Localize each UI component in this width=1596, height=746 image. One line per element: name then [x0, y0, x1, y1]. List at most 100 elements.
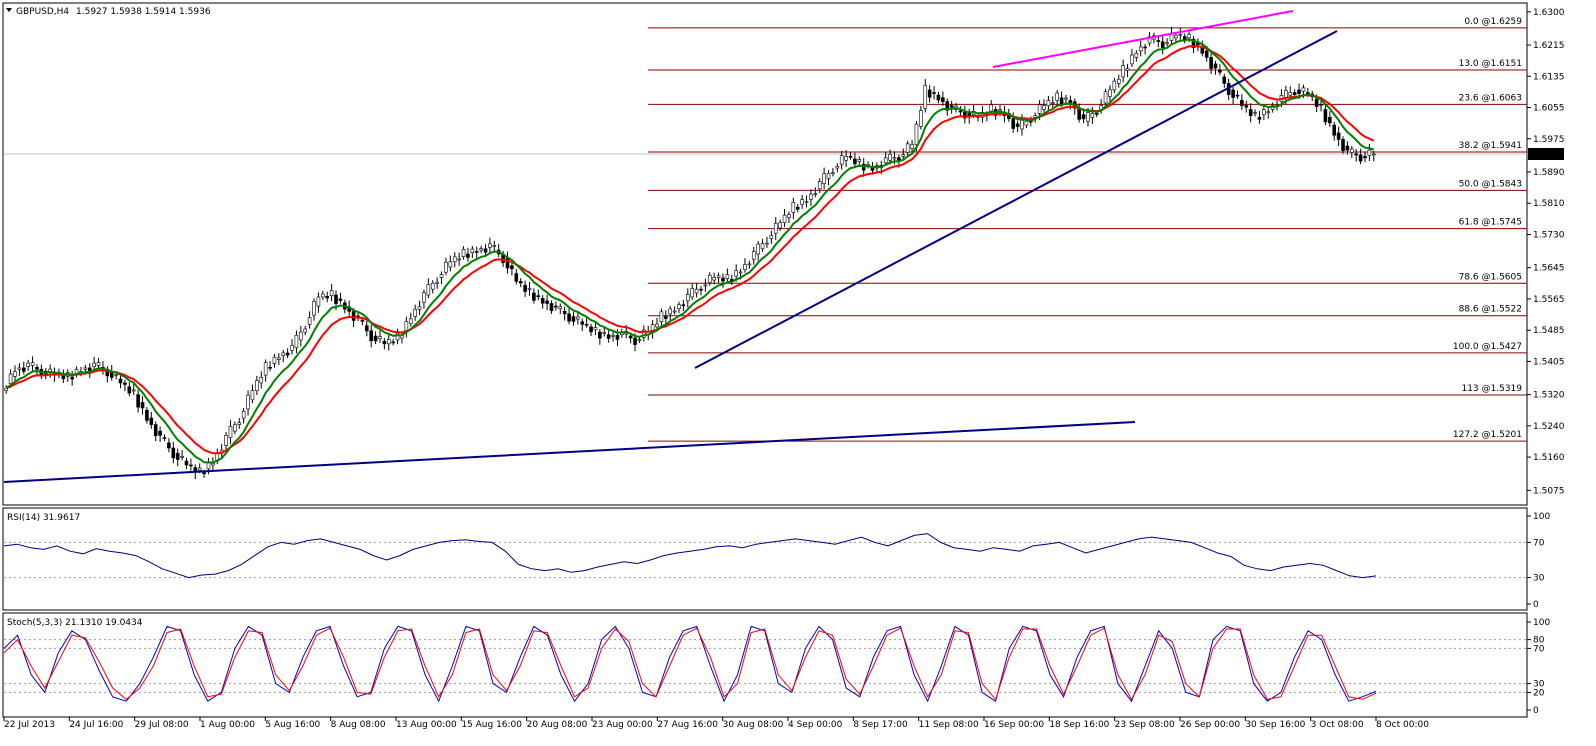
candle-body — [272, 356, 277, 364]
candle-body — [927, 89, 932, 98]
candle-body — [70, 376, 74, 380]
x-tick-label: 27 Aug 16:00 — [657, 720, 718, 730]
candle-body — [329, 290, 334, 296]
candle-body — [1160, 41, 1165, 49]
candle-body — [360, 320, 365, 322]
candle-body — [923, 84, 928, 109]
candle-body — [637, 339, 642, 341]
candle-body — [606, 334, 611, 339]
x-tick-label: 8 Oct 00:00 — [1376, 720, 1429, 730]
candle-body — [184, 460, 189, 466]
candle-body — [690, 288, 694, 298]
candle-body — [175, 452, 180, 460]
candle-body — [628, 335, 633, 339]
candle-body — [536, 295, 541, 297]
candle-body — [430, 282, 435, 290]
candle-body — [488, 243, 492, 248]
candle-body — [1112, 80, 1117, 91]
candle-body — [558, 306, 563, 309]
candle-body — [1143, 46, 1147, 49]
candle-body — [1301, 87, 1306, 92]
sub-y-tick-label: 70 — [1533, 538, 1545, 548]
candle-body — [303, 328, 308, 333]
candle-body — [237, 422, 242, 425]
ema-fast-line — [5, 45, 1375, 455]
candle-body — [1011, 118, 1016, 129]
candle-body — [83, 367, 88, 370]
candle-body — [751, 251, 756, 260]
candle-body — [1314, 98, 1319, 107]
indicator-line — [3, 625, 1377, 703]
candle-body — [259, 377, 264, 384]
candle-body — [835, 166, 840, 169]
candle-body — [290, 345, 294, 351]
candle-body — [413, 309, 417, 317]
candle-body — [224, 434, 228, 446]
candle-body — [839, 155, 844, 165]
candle-body — [1358, 154, 1363, 162]
sub-y-tick-label: 30 — [1533, 680, 1545, 690]
candle-body — [998, 109, 1002, 112]
candle-body — [277, 357, 281, 360]
candle-body — [1064, 97, 1068, 100]
x-tick-label: 13 Aug 00:00 — [396, 720, 457, 730]
candle-body — [1284, 90, 1288, 99]
candle-body — [334, 294, 338, 304]
candle-body — [1015, 123, 1020, 127]
candle-body — [905, 143, 910, 153]
candle-body — [364, 325, 369, 332]
candle-body — [892, 157, 897, 160]
price-plot[interactable]: 0.0 @1.6259 13.0 @1.6151 23.6 @1.6063 38.2 … — [3, 10, 1527, 483]
axes: 1.6300 1.6215 1.6135 1.6055 1.5975 1.5890 1.58… — [3, 8, 1565, 730]
rsi-plot[interactable] — [3, 533, 1527, 579]
candle-body — [787, 214, 791, 218]
x-tick-label: 23 Sep 08:00 — [1115, 720, 1175, 730]
candle-body — [760, 243, 765, 250]
candle-body — [299, 331, 303, 341]
candle-body — [888, 153, 892, 161]
candle-body — [778, 222, 782, 229]
candle-body — [1138, 46, 1143, 52]
candle-body — [941, 97, 945, 102]
x-tick-label: 16 Sep 00:00 — [984, 720, 1044, 730]
candle-body — [567, 313, 571, 322]
candle-body — [1103, 91, 1108, 104]
dropdown-icon[interactable] — [6, 8, 12, 12]
candle-body — [1235, 94, 1240, 97]
x-tick-label: 22 Jul 2013 — [4, 720, 55, 730]
y-tick-label: 1.5730 — [1533, 230, 1565, 240]
x-tick-label: 11 Sep 08:00 — [919, 720, 979, 730]
candle-body — [118, 378, 123, 384]
candle-body — [883, 157, 888, 164]
candle-body — [114, 374, 118, 376]
candle-body — [1328, 116, 1332, 124]
y-tick-label: 1.6135 — [1533, 72, 1565, 82]
stoch-title: Stoch(5,3,3) 21.1310 19.0434 — [7, 618, 143, 628]
candle-body — [659, 311, 664, 323]
candle-body — [1244, 105, 1249, 108]
y-tick-label: 1.5645 — [1533, 264, 1565, 274]
indicator-line — [3, 627, 1377, 701]
candle-body — [1345, 145, 1350, 151]
candle-body — [510, 265, 514, 270]
candle-body — [136, 394, 140, 408]
candle-body — [817, 181, 822, 190]
candle-body — [1292, 92, 1297, 95]
candle-body — [4, 387, 8, 392]
candle-body — [1020, 120, 1024, 130]
candle-body — [268, 366, 272, 369]
candle-body — [1253, 112, 1257, 114]
y-tick-label: 1.5975 — [1533, 135, 1565, 145]
x-tick-label: 26 Sep 00:00 — [1180, 720, 1240, 730]
stoch-plot[interactable] — [3, 625, 1527, 703]
ohlc-label: 1.5927 1.5938 1.5914 1.5936 — [76, 7, 211, 17]
candle-body — [826, 172, 831, 179]
rsi-title: RSI(14) 31.9617 — [7, 513, 80, 523]
candle-body — [461, 249, 466, 257]
candle-body — [738, 271, 743, 274]
candle-body — [562, 310, 567, 315]
rsi-panel — [2, 507, 1528, 611]
candle-body — [444, 262, 448, 273]
candle-body — [549, 303, 554, 312]
candle-body — [189, 464, 193, 467]
